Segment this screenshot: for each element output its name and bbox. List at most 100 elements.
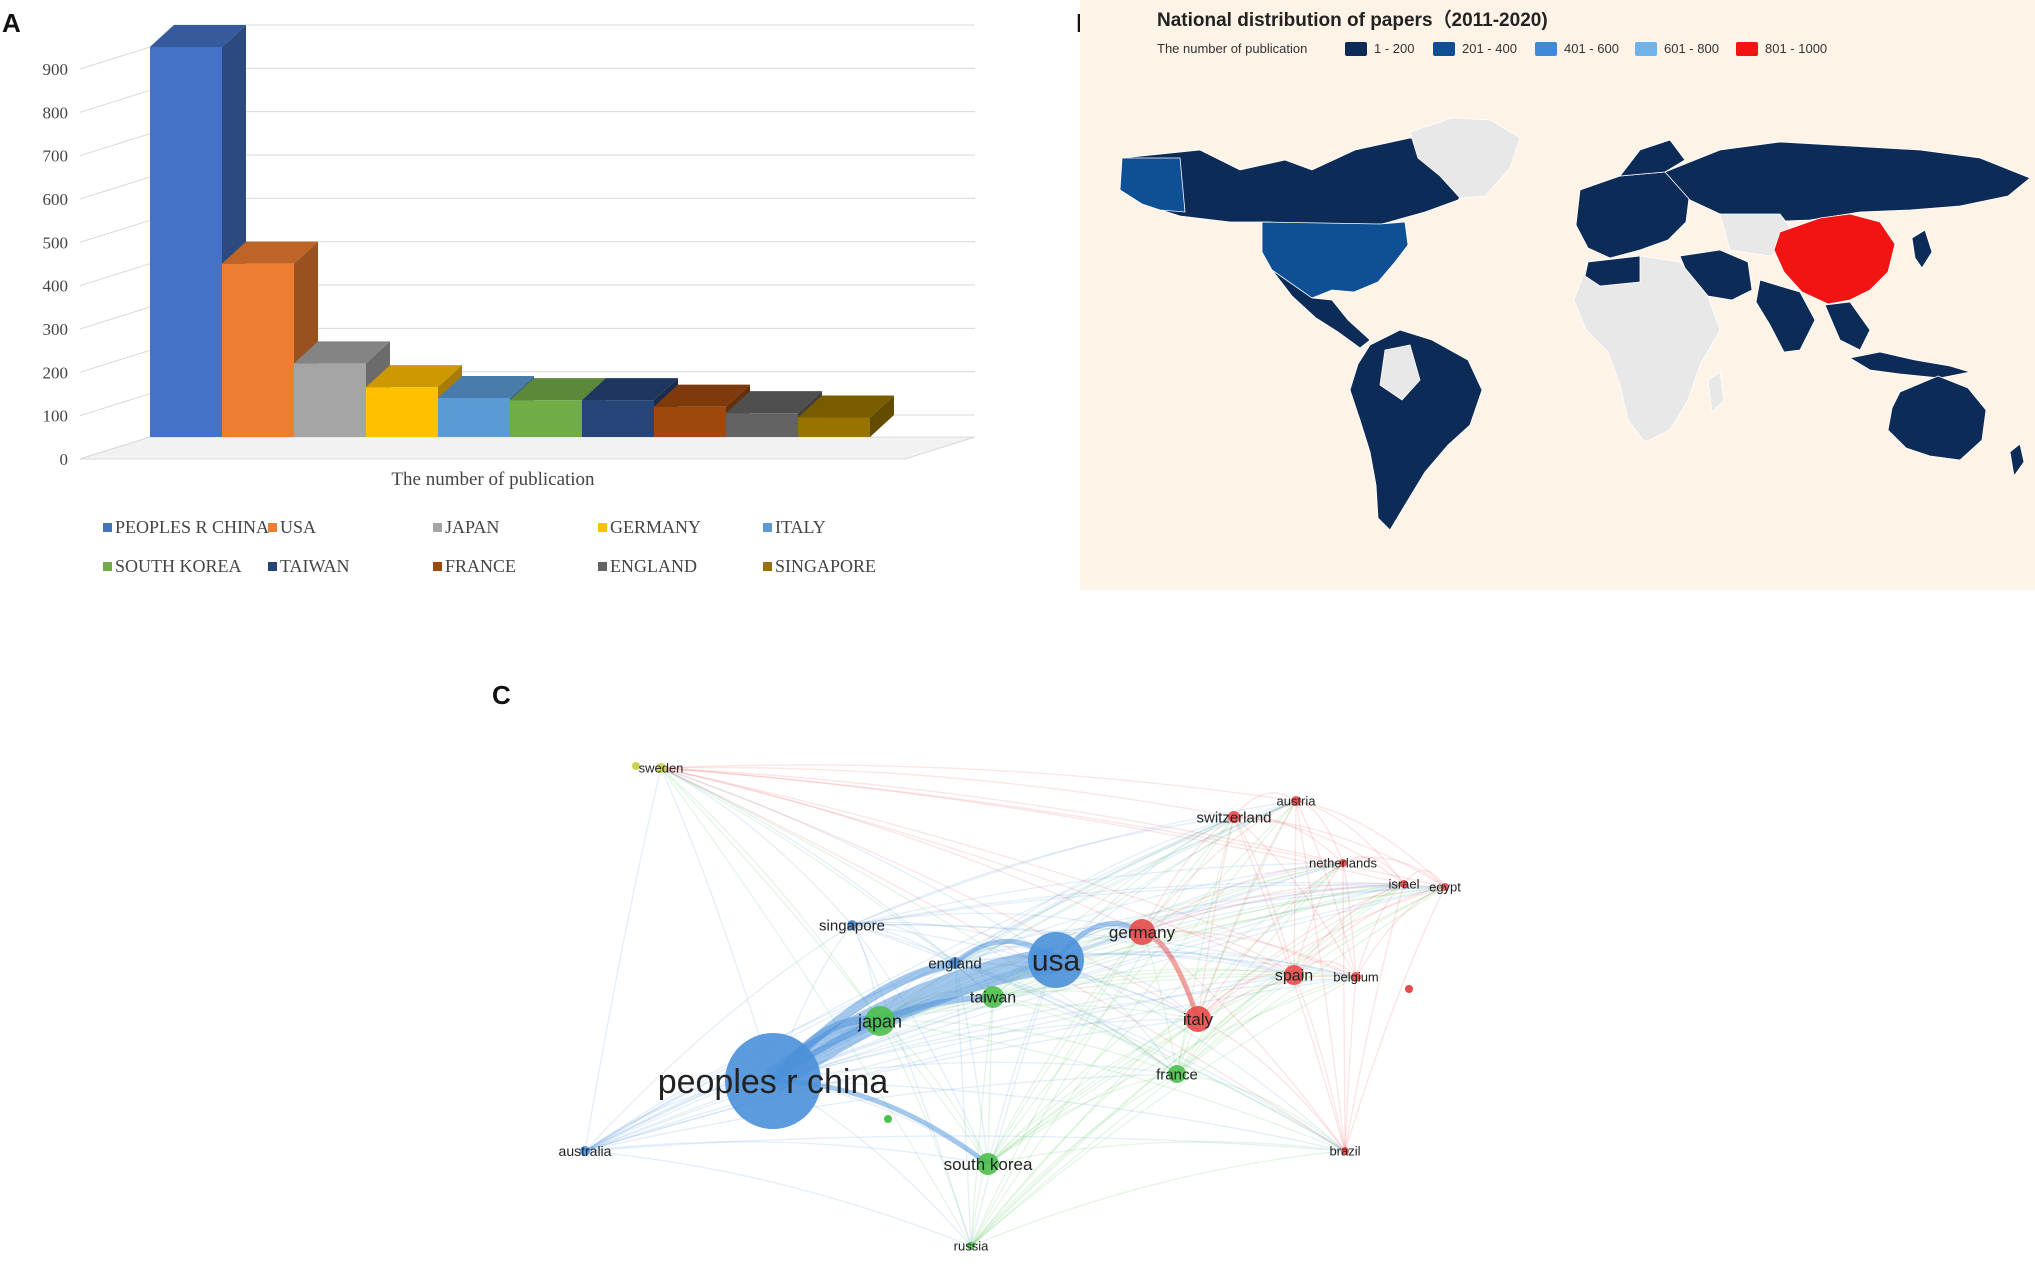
node-label: russia	[954, 1239, 989, 1254]
network-edge	[851, 816, 1235, 926]
network-edge	[1293, 883, 1405, 976]
node-label: brazil	[1329, 1144, 1360, 1159]
node-label: australia	[559, 1143, 612, 1159]
network-edge	[1293, 974, 1346, 1152]
network-edge	[1295, 800, 1357, 978]
network-edge	[660, 767, 994, 998]
network-edge	[970, 931, 1143, 1247]
network-edge	[584, 1141, 989, 1165]
network-edge	[970, 1018, 1199, 1247]
network-edge	[1342, 856, 1446, 888]
map-legend-swatch	[1736, 42, 1758, 56]
node-spain	[1284, 965, 1304, 985]
network-edge	[1055, 950, 1295, 976]
y-tick-label: 400	[43, 277, 69, 296]
network-edge	[1197, 1018, 1346, 1152]
node-israel	[1400, 880, 1408, 888]
network-edge	[1176, 974, 1295, 1075]
bar-top	[726, 391, 822, 414]
map-legend: 1 - 200 201 - 400 401 - 600 601 - 800 801 - …	[1345, 41, 1827, 56]
network-edge	[954, 952, 1295, 976]
country-scandinavia	[1619, 139, 1686, 177]
network-edge	[992, 996, 1346, 1152]
network-edge	[584, 1073, 1178, 1152]
legend-label: PEOPLES R CHINA	[115, 517, 269, 537]
network-edge	[970, 959, 1057, 1247]
country-canada	[1121, 137, 1473, 229]
node-label: singapore	[819, 917, 885, 934]
network-edge	[584, 886, 1446, 1152]
node-label: netherlands	[1309, 856, 1377, 871]
network-edge	[1197, 973, 1295, 1020]
network-edge	[1355, 886, 1446, 978]
bar-front	[366, 387, 438, 437]
network-edge	[851, 884, 1446, 926]
node-label: south korea	[944, 1155, 1033, 1174]
legend-label: FRANCE	[445, 556, 516, 576]
network-edge	[851, 924, 989, 1165]
network-edge	[660, 767, 1057, 961]
bar-front	[222, 263, 294, 437]
network-edge	[584, 767, 662, 1152]
node-label: austria	[1276, 794, 1316, 809]
bar-top	[798, 395, 894, 418]
network-edge	[992, 990, 1199, 1020]
y-tick-label: 800	[43, 103, 69, 122]
network-edge	[660, 767, 1295, 976]
map-legend-swatch	[1433, 42, 1455, 56]
legend-label: TAIWAN	[280, 556, 350, 576]
bar-top	[294, 341, 390, 364]
network-nodes	[580, 763, 1449, 1250]
node-label: taiwan	[970, 990, 1016, 1007]
node-label: sweden	[639, 761, 684, 776]
network-edge	[660, 767, 1346, 1152]
map-legend-label: 401 - 600	[1564, 41, 1619, 56]
network-edge	[1233, 816, 1357, 978]
network-edge	[1197, 883, 1405, 1020]
bar-legend: PEOPLES R CHINA USA JAPAN GERMANY ITALY SOUTH…	[103, 517, 876, 576]
network-edge	[772, 974, 1295, 1082]
bar-front	[438, 398, 510, 437]
network-edge	[660, 767, 881, 1022]
node-label: usa	[1032, 945, 1081, 978]
country-indonesia	[1848, 351, 1971, 379]
node-egypt	[1441, 883, 1449, 891]
node-sweden	[656, 763, 666, 773]
network-edge	[660, 767, 1199, 1020]
network-edge	[660, 767, 989, 1165]
network-edge	[1197, 800, 1297, 1020]
network-edge	[851, 923, 1295, 976]
bar-top	[438, 376, 534, 398]
country-brazil-region	[1379, 344, 1421, 401]
network-edge	[851, 924, 1357, 978]
network-edge	[584, 800, 1297, 1152]
network-labels: peoples r china usa england singapore austra…	[559, 761, 1462, 1254]
y-tick-label: 700	[43, 147, 69, 166]
network-edge	[1197, 862, 1344, 1020]
network-edge	[1197, 886, 1446, 1020]
country-north-africa	[1584, 255, 1641, 287]
network-edge	[584, 974, 1295, 1152]
y-tick-label: 0	[60, 450, 69, 469]
network-edge	[1176, 800, 1297, 1075]
bar-chart: 0 100 200 300 400 500 600 700 800 900 The number o…	[43, 24, 976, 576]
bar-top	[654, 384, 750, 407]
network-edge	[987, 1141, 1346, 1165]
legend-label: ITALY	[775, 517, 826, 537]
network-edge	[1233, 815, 1344, 864]
chart-floor	[79, 436, 976, 460]
country-south-america	[1349, 329, 1483, 531]
network-edge	[970, 1073, 1178, 1247]
network-edge	[660, 767, 853, 926]
legend-label: SOUTH KOREA	[115, 556, 242, 576]
network-edge	[851, 922, 956, 964]
network-edge	[1176, 976, 1357, 1075]
network-edge	[1233, 816, 1295, 976]
network-edge	[954, 800, 1297, 964]
network-edge	[987, 886, 1446, 1165]
network-edge	[660, 767, 1357, 978]
network-edge	[987, 1073, 1178, 1165]
network-edge	[992, 996, 1178, 1075]
node-label: israel	[1388, 877, 1419, 892]
network-edge	[772, 883, 1405, 1082]
